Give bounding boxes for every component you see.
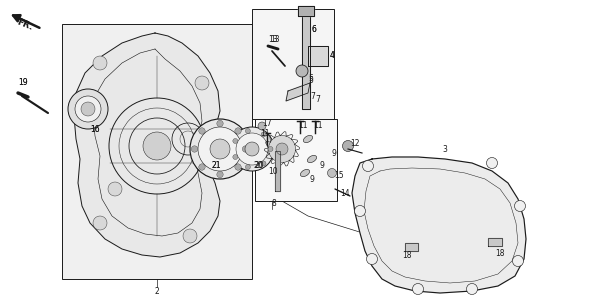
Circle shape xyxy=(514,200,526,212)
Text: 11: 11 xyxy=(298,120,307,129)
Circle shape xyxy=(268,135,296,163)
Circle shape xyxy=(191,146,198,152)
Circle shape xyxy=(217,171,223,178)
Circle shape xyxy=(75,96,101,122)
Circle shape xyxy=(93,216,107,230)
Circle shape xyxy=(183,229,197,243)
Circle shape xyxy=(327,169,336,178)
Text: 7: 7 xyxy=(310,92,315,101)
Circle shape xyxy=(513,256,523,266)
Circle shape xyxy=(199,128,205,134)
Ellipse shape xyxy=(307,155,317,163)
Circle shape xyxy=(261,161,266,166)
Bar xyxy=(62,24,252,279)
Circle shape xyxy=(190,119,250,179)
Text: 20: 20 xyxy=(255,162,265,170)
Text: 21: 21 xyxy=(212,162,221,170)
Text: 18: 18 xyxy=(402,252,411,260)
Text: 10: 10 xyxy=(268,166,278,175)
Text: 14: 14 xyxy=(340,188,350,197)
Circle shape xyxy=(210,139,230,159)
Circle shape xyxy=(467,284,477,294)
Text: 6: 6 xyxy=(312,24,317,33)
Circle shape xyxy=(343,141,353,151)
Circle shape xyxy=(199,164,205,170)
Text: 4: 4 xyxy=(330,51,335,61)
Text: 4: 4 xyxy=(330,51,335,61)
Text: 5: 5 xyxy=(308,76,313,85)
Circle shape xyxy=(245,129,250,133)
Circle shape xyxy=(487,157,497,169)
Text: 16: 16 xyxy=(90,125,100,134)
Circle shape xyxy=(261,132,266,137)
Circle shape xyxy=(93,56,107,70)
Text: 2: 2 xyxy=(155,287,159,296)
Text: 19: 19 xyxy=(18,79,28,88)
Circle shape xyxy=(235,164,241,170)
Text: 9: 9 xyxy=(320,162,325,170)
Circle shape xyxy=(195,76,209,90)
Text: 16: 16 xyxy=(90,125,100,134)
Circle shape xyxy=(245,165,250,169)
Circle shape xyxy=(245,142,259,156)
Text: 9: 9 xyxy=(332,148,337,157)
Text: 21: 21 xyxy=(212,162,221,170)
Circle shape xyxy=(235,128,241,134)
Ellipse shape xyxy=(300,169,310,177)
Circle shape xyxy=(233,138,238,144)
Circle shape xyxy=(217,120,223,127)
Circle shape xyxy=(268,147,273,151)
Text: 20: 20 xyxy=(254,162,264,170)
Polygon shape xyxy=(302,13,310,109)
Polygon shape xyxy=(488,238,502,246)
Polygon shape xyxy=(286,83,310,101)
Polygon shape xyxy=(74,33,220,257)
Polygon shape xyxy=(308,46,328,66)
Circle shape xyxy=(108,182,122,196)
Circle shape xyxy=(242,146,249,152)
Text: 6: 6 xyxy=(312,24,317,33)
Circle shape xyxy=(233,154,238,160)
Bar xyxy=(255,119,337,201)
Text: 18: 18 xyxy=(495,249,504,257)
Circle shape xyxy=(258,122,266,130)
Polygon shape xyxy=(275,151,280,191)
Circle shape xyxy=(198,127,242,171)
Circle shape xyxy=(412,284,424,294)
Text: 8: 8 xyxy=(272,198,277,207)
Bar xyxy=(252,9,334,119)
Circle shape xyxy=(362,160,373,172)
Polygon shape xyxy=(405,243,418,251)
Text: 9: 9 xyxy=(310,175,315,184)
Circle shape xyxy=(143,132,171,160)
Text: 12: 12 xyxy=(350,138,359,147)
Text: 3: 3 xyxy=(442,144,447,154)
Text: 19: 19 xyxy=(18,79,28,88)
Ellipse shape xyxy=(303,135,313,143)
Text: 7: 7 xyxy=(315,95,320,104)
Text: FR.: FR. xyxy=(16,18,34,32)
Circle shape xyxy=(68,89,108,129)
Circle shape xyxy=(236,133,268,165)
Text: 11: 11 xyxy=(260,129,270,138)
Text: 15: 15 xyxy=(334,172,343,181)
Text: 13: 13 xyxy=(268,35,278,44)
Circle shape xyxy=(276,143,288,155)
Circle shape xyxy=(81,102,95,116)
Text: 13: 13 xyxy=(270,35,280,44)
Polygon shape xyxy=(298,6,314,16)
Text: 17: 17 xyxy=(262,119,271,128)
Text: 11: 11 xyxy=(313,120,323,129)
Circle shape xyxy=(366,253,378,265)
Text: 5: 5 xyxy=(308,75,313,83)
Circle shape xyxy=(296,65,308,77)
Circle shape xyxy=(230,127,274,171)
Polygon shape xyxy=(352,157,526,293)
Circle shape xyxy=(355,206,365,216)
